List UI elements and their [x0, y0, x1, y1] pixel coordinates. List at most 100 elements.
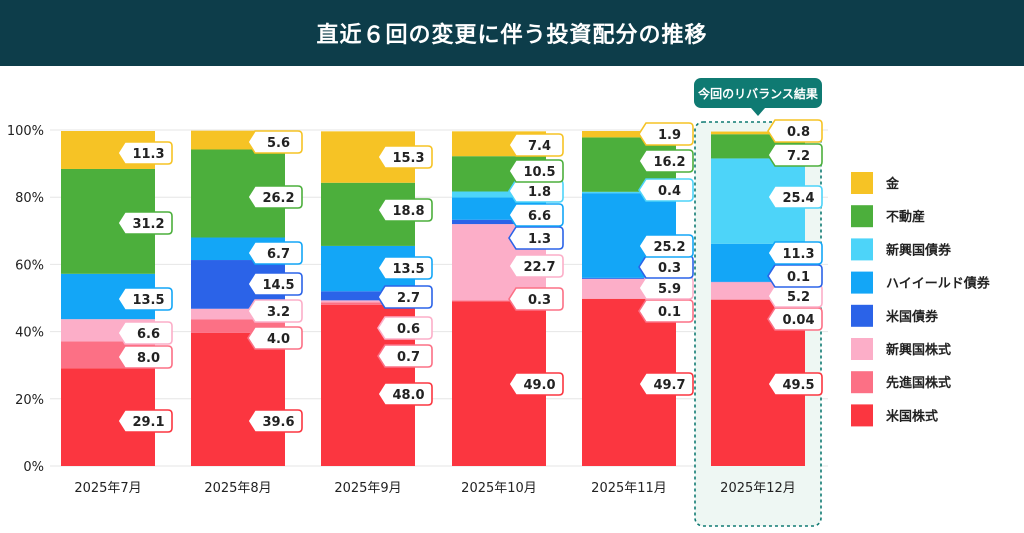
data-label: 48.0 [377, 382, 433, 406]
bar-segment [191, 332, 285, 466]
data-label: 0.1 [638, 299, 694, 323]
data-label-text: 6.6 [137, 327, 160, 342]
data-label-box [377, 145, 433, 169]
data-label-box [638, 372, 694, 396]
data-label-box [247, 185, 303, 209]
legend-label: 米国株式 [886, 408, 938, 424]
data-label: 29.1 [117, 409, 173, 433]
data-label-text: 10.5 [523, 165, 555, 180]
data-label-text: 3.2 [267, 305, 290, 320]
bar-segment [711, 131, 805, 135]
data-label: 13.5 [377, 256, 433, 280]
data-label-text: 4.0 [267, 332, 290, 347]
data-label: 2.7 [377, 285, 433, 309]
data-label-box [377, 382, 433, 406]
data-label-box [247, 272, 303, 296]
legend-label: ハイイールド債券 [886, 276, 991, 292]
data-label-text: 8.0 [137, 351, 160, 366]
data-label-box [508, 287, 564, 311]
x-tick-label: 2025年10月 [461, 481, 537, 496]
data-label-box [377, 344, 433, 368]
data-label: 0.3 [508, 287, 564, 311]
data-label-text: 11.3 [132, 147, 164, 162]
data-label-box [247, 130, 303, 154]
data-label-text: 2.7 [397, 291, 420, 306]
data-label-text: 49.0 [523, 378, 555, 393]
legend-label: 金 [885, 176, 900, 192]
data-label: 0.1 [767, 264, 823, 288]
bar-segment [321, 291, 415, 301]
data-label-text: 31.2 [132, 217, 164, 232]
data-label-text: 22.7 [523, 260, 555, 275]
legend-swatch [851, 404, 873, 427]
page-title: 直近６回の変更に伴う投資配分の推移 [316, 23, 708, 48]
legend-swatch [851, 338, 873, 360]
data-label-text: 0.04 [782, 313, 814, 328]
data-label-box [767, 241, 823, 265]
data-label-text: 0.3 [658, 261, 681, 276]
data-label: 1.3 [508, 226, 564, 250]
x-tick-label: 2025年9月 [334, 481, 401, 496]
data-label-text: 49.5 [782, 378, 814, 393]
data-label: 5.9 [638, 276, 694, 300]
data-label-box [117, 409, 173, 433]
highlight-pill [694, 78, 822, 108]
data-label-text: 0.1 [658, 305, 681, 320]
data-label-text: 0.1 [787, 270, 810, 285]
data-label-box [247, 299, 303, 323]
data-label: 18.8 [377, 198, 433, 222]
data-label-box [377, 256, 433, 280]
data-label: 14.5 [247, 272, 303, 296]
data-label: 10.5 [508, 159, 564, 183]
data-label-box [377, 316, 433, 340]
title-bar: 直近６回の変更に伴う投資配分の推移 [0, 0, 1024, 66]
data-label: 0.7 [377, 344, 433, 368]
bar-segment [452, 300, 546, 302]
data-label-text: 1.9 [658, 128, 681, 143]
data-label-text: 7.2 [787, 149, 810, 164]
legend-label: 米国債券 [886, 309, 939, 325]
data-label: 0.04 [767, 307, 823, 331]
data-label-text: 1.8 [528, 185, 551, 200]
bar-segment [582, 277, 676, 279]
data-label: 11.3 [117, 141, 173, 165]
data-label: 6.6 [508, 203, 564, 227]
highlight-label: 今回のリバランス結果 [697, 86, 818, 101]
legend-swatch [851, 172, 873, 194]
legend-swatch [851, 205, 873, 228]
data-label-text: 26.2 [262, 191, 294, 206]
data-label-box [508, 133, 564, 157]
data-label: 16.2 [638, 149, 694, 173]
data-label-box [117, 345, 173, 369]
data-label-text: 16.2 [653, 155, 685, 170]
data-label: 6.6 [117, 321, 173, 345]
data-label-text: 49.7 [653, 378, 685, 393]
data-label-box [508, 159, 564, 183]
data-label-text: 6.6 [528, 209, 551, 224]
data-label-text: 29.1 [132, 415, 164, 430]
data-label-box [638, 178, 694, 202]
bar-segment [321, 302, 415, 305]
allocation-stacked-bar-chart: 0% 20% 40% 60% 80% 100% 今回のリバランス結果 2025年7月 2025年… [7, 78, 991, 527]
data-label: 5.2 [767, 284, 823, 308]
data-label-box [377, 198, 433, 222]
data-label-box [638, 234, 694, 258]
data-label: 8.0 [117, 345, 173, 369]
data-label-box [767, 264, 823, 288]
legend-swatch [851, 371, 873, 394]
data-label: 49.7 [638, 372, 694, 396]
x-tick-label: 2025年8月 [204, 481, 271, 496]
data-label-box [767, 185, 823, 209]
data-label: 6.7 [247, 241, 303, 265]
data-label: 0.4 [638, 178, 694, 202]
data-label: 5.6 [247, 130, 303, 154]
data-label-text: 5.9 [658, 282, 681, 297]
bar-segment [582, 131, 676, 138]
x-tick-label: 2025年7月 [74, 481, 141, 496]
data-label-text: 0.3 [528, 293, 551, 308]
data-label-box [117, 141, 173, 165]
data-label-text: 0.4 [658, 184, 681, 199]
bar-segment [191, 308, 285, 320]
data-label-text: 13.5 [392, 262, 424, 277]
data-label-box [508, 372, 564, 396]
